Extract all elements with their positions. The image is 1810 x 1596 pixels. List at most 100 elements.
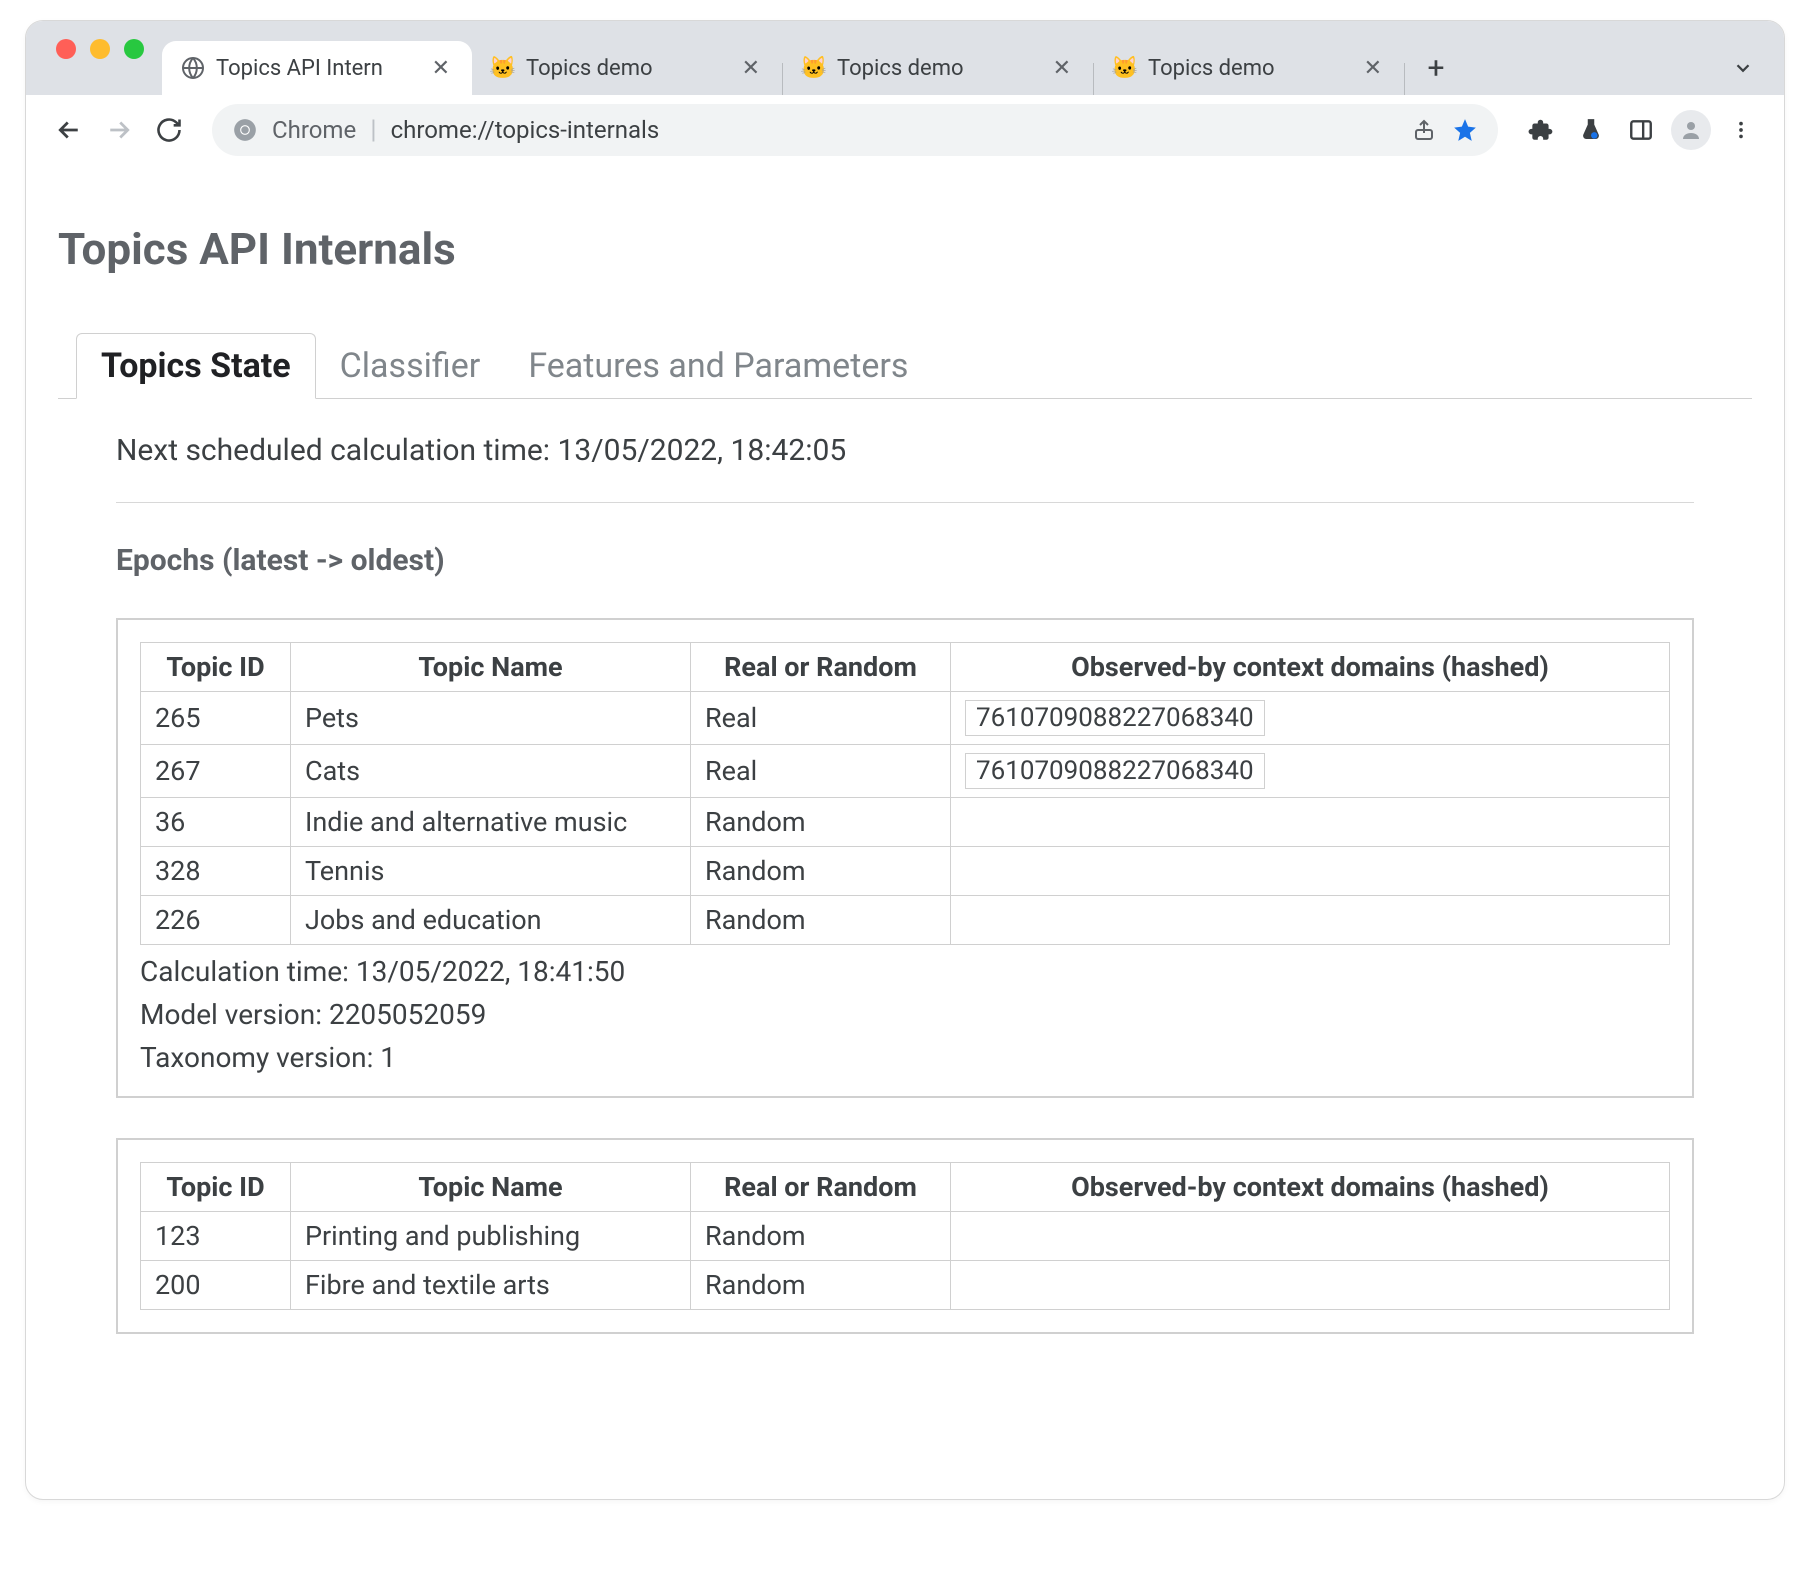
maximize-window-button[interactable] — [124, 39, 144, 59]
taxonomy-version-line: Taxonomy version: 1 — [140, 1041, 1670, 1074]
cell-id: 200 — [141, 1261, 291, 1310]
cat-icon: 🐱 — [1112, 55, 1138, 81]
col-topic-id: Topic ID — [141, 1163, 291, 1212]
minimize-window-button[interactable] — [90, 39, 110, 59]
model-version-line: Model version: 2205052059 — [140, 998, 1670, 1031]
cell-domains — [951, 1261, 1670, 1310]
col-domains: Observed-by context domains (hashed) — [951, 643, 1670, 692]
browser-tab[interactable]: 🐱 Topics demo ✕ — [472, 41, 782, 95]
next-calc-time: 13/05/2022, 18:42:05 — [558, 433, 847, 468]
table-header-row: Topic ID Topic Name Real or Random Obser… — [141, 643, 1670, 692]
table-row: 123 Printing and publishing Random — [141, 1212, 1670, 1261]
epoch-box: Topic ID Topic Name Real or Random Obser… — [116, 618, 1694, 1098]
page-title: Topics API Internals — [58, 223, 1752, 275]
next-calc-line: Next scheduled calculation time: 13/05/2… — [116, 433, 1694, 468]
bookmark-star-icon[interactable] — [1452, 117, 1478, 143]
cell-type: Random — [691, 1261, 951, 1310]
cell-id: 328 — [141, 847, 291, 896]
labs-button[interactable] — [1568, 107, 1614, 153]
tab-title: Topics API Intern — [216, 56, 418, 81]
cell-name: Tennis — [291, 847, 691, 896]
tab-topics-state[interactable]: Topics State — [76, 333, 316, 399]
cell-type: Real — [691, 692, 951, 745]
cat-icon: 🐱 — [490, 55, 516, 81]
cell-name: Jobs and education — [291, 896, 691, 945]
close-tab-icon[interactable]: ✕ — [428, 56, 454, 81]
cell-name: Fibre and textile arts — [291, 1261, 691, 1310]
forward-button[interactable] — [96, 107, 142, 153]
cell-name: Cats — [291, 745, 691, 798]
table-row: 36 Indie and alternative music Random — [141, 798, 1670, 847]
cell-type: Random — [691, 1212, 951, 1261]
omnibox-url: chrome://topics-internals — [391, 116, 1398, 144]
col-domains: Observed-by context domains (hashed) — [951, 1163, 1670, 1212]
browser-tab[interactable]: 🐱 Topics demo ✕ — [783, 41, 1093, 95]
close-window-button[interactable] — [56, 39, 76, 59]
cell-domains: 7610709088227068340 — [951, 692, 1670, 745]
cell-domains — [951, 798, 1670, 847]
chrome-icon — [232, 117, 258, 143]
new-tab-button[interactable]: + — [1415, 47, 1457, 89]
close-tab-icon[interactable]: ✕ — [738, 56, 764, 81]
cell-id: 267 — [141, 745, 291, 798]
col-topic-name: Topic Name — [291, 643, 691, 692]
side-panel-button[interactable] — [1618, 107, 1664, 153]
globe-icon — [180, 55, 206, 81]
omnibox-chip: Chrome | — [232, 115, 377, 145]
close-tab-icon[interactable]: ✕ — [1360, 56, 1386, 81]
table-row: 265 Pets Real 7610709088227068340 — [141, 692, 1670, 745]
tab-strip: Topics API Intern ✕ 🐱 Topics demo ✕ 🐱 To… — [26, 21, 1784, 95]
share-icon[interactable] — [1412, 118, 1436, 142]
avatar-icon — [1671, 110, 1711, 150]
col-real-random: Real or Random — [691, 643, 951, 692]
tab-classifier[interactable]: Classifier — [316, 334, 505, 398]
cell-name: Printing and publishing — [291, 1212, 691, 1261]
cell-id: 36 — [141, 798, 291, 847]
epoch-box: Topic ID Topic Name Real or Random Obser… — [116, 1138, 1694, 1334]
content-body: Next scheduled calculation time: 13/05/2… — [58, 399, 1752, 1334]
col-topic-name: Topic Name — [291, 1163, 691, 1212]
extensions-button[interactable] — [1518, 107, 1564, 153]
browser-tab[interactable]: 🐱 Topics demo ✕ — [1094, 41, 1404, 95]
reload-button[interactable] — [146, 107, 192, 153]
epoch-table: Topic ID Topic Name Real or Random Obser… — [140, 1162, 1670, 1310]
calc-time-line: Calculation time: 13/05/2022, 18:41:50 — [140, 955, 1670, 988]
menu-button[interactable] — [1718, 107, 1764, 153]
cell-type: Real — [691, 745, 951, 798]
toolbar: Chrome | chrome://topics-internals — [26, 95, 1784, 165]
table-header-row: Topic ID Topic Name Real or Random Obser… — [141, 1163, 1670, 1212]
back-button[interactable] — [46, 107, 92, 153]
address-bar[interactable]: Chrome | chrome://topics-internals — [212, 104, 1498, 156]
hash-badge: 7610709088227068340 — [965, 700, 1265, 736]
tabs-dropdown-button[interactable] — [1722, 47, 1764, 89]
table-row: 328 Tennis Random — [141, 847, 1670, 896]
cell-name: Pets — [291, 692, 691, 745]
cell-type: Random — [691, 896, 951, 945]
tab-features[interactable]: Features and Parameters — [504, 334, 932, 398]
cat-icon: 🐱 — [801, 55, 827, 81]
divider — [116, 502, 1694, 503]
cell-domains: 7610709088227068340 — [951, 745, 1670, 798]
cell-type: Random — [691, 798, 951, 847]
cell-name: Indie and alternative music — [291, 798, 691, 847]
profile-button[interactable] — [1668, 107, 1714, 153]
hash-badge: 7610709088227068340 — [965, 753, 1265, 789]
cell-domains — [951, 896, 1670, 945]
epoch-table: Topic ID Topic Name Real or Random Obser… — [140, 642, 1670, 945]
col-real-random: Real or Random — [691, 1163, 951, 1212]
cell-domains — [951, 1212, 1670, 1261]
table-row: 267 Cats Real 7610709088227068340 — [141, 745, 1670, 798]
tab-title: Topics demo — [526, 56, 728, 81]
epochs-title: Epochs (latest -> oldest) — [116, 543, 1694, 578]
omnibox-chip-label: Chrome — [272, 116, 356, 144]
window-controls — [38, 39, 162, 77]
browser-tab-active[interactable]: Topics API Intern ✕ — [162, 41, 472, 95]
cell-type: Random — [691, 847, 951, 896]
table-row: 200 Fibre and textile arts Random — [141, 1261, 1670, 1310]
omnibox-separator: | — [370, 115, 376, 145]
table-row: 226 Jobs and education Random — [141, 896, 1670, 945]
close-tab-icon[interactable]: ✕ — [1049, 56, 1075, 81]
cell-domains — [951, 847, 1670, 896]
cell-id: 226 — [141, 896, 291, 945]
col-topic-id: Topic ID — [141, 643, 291, 692]
